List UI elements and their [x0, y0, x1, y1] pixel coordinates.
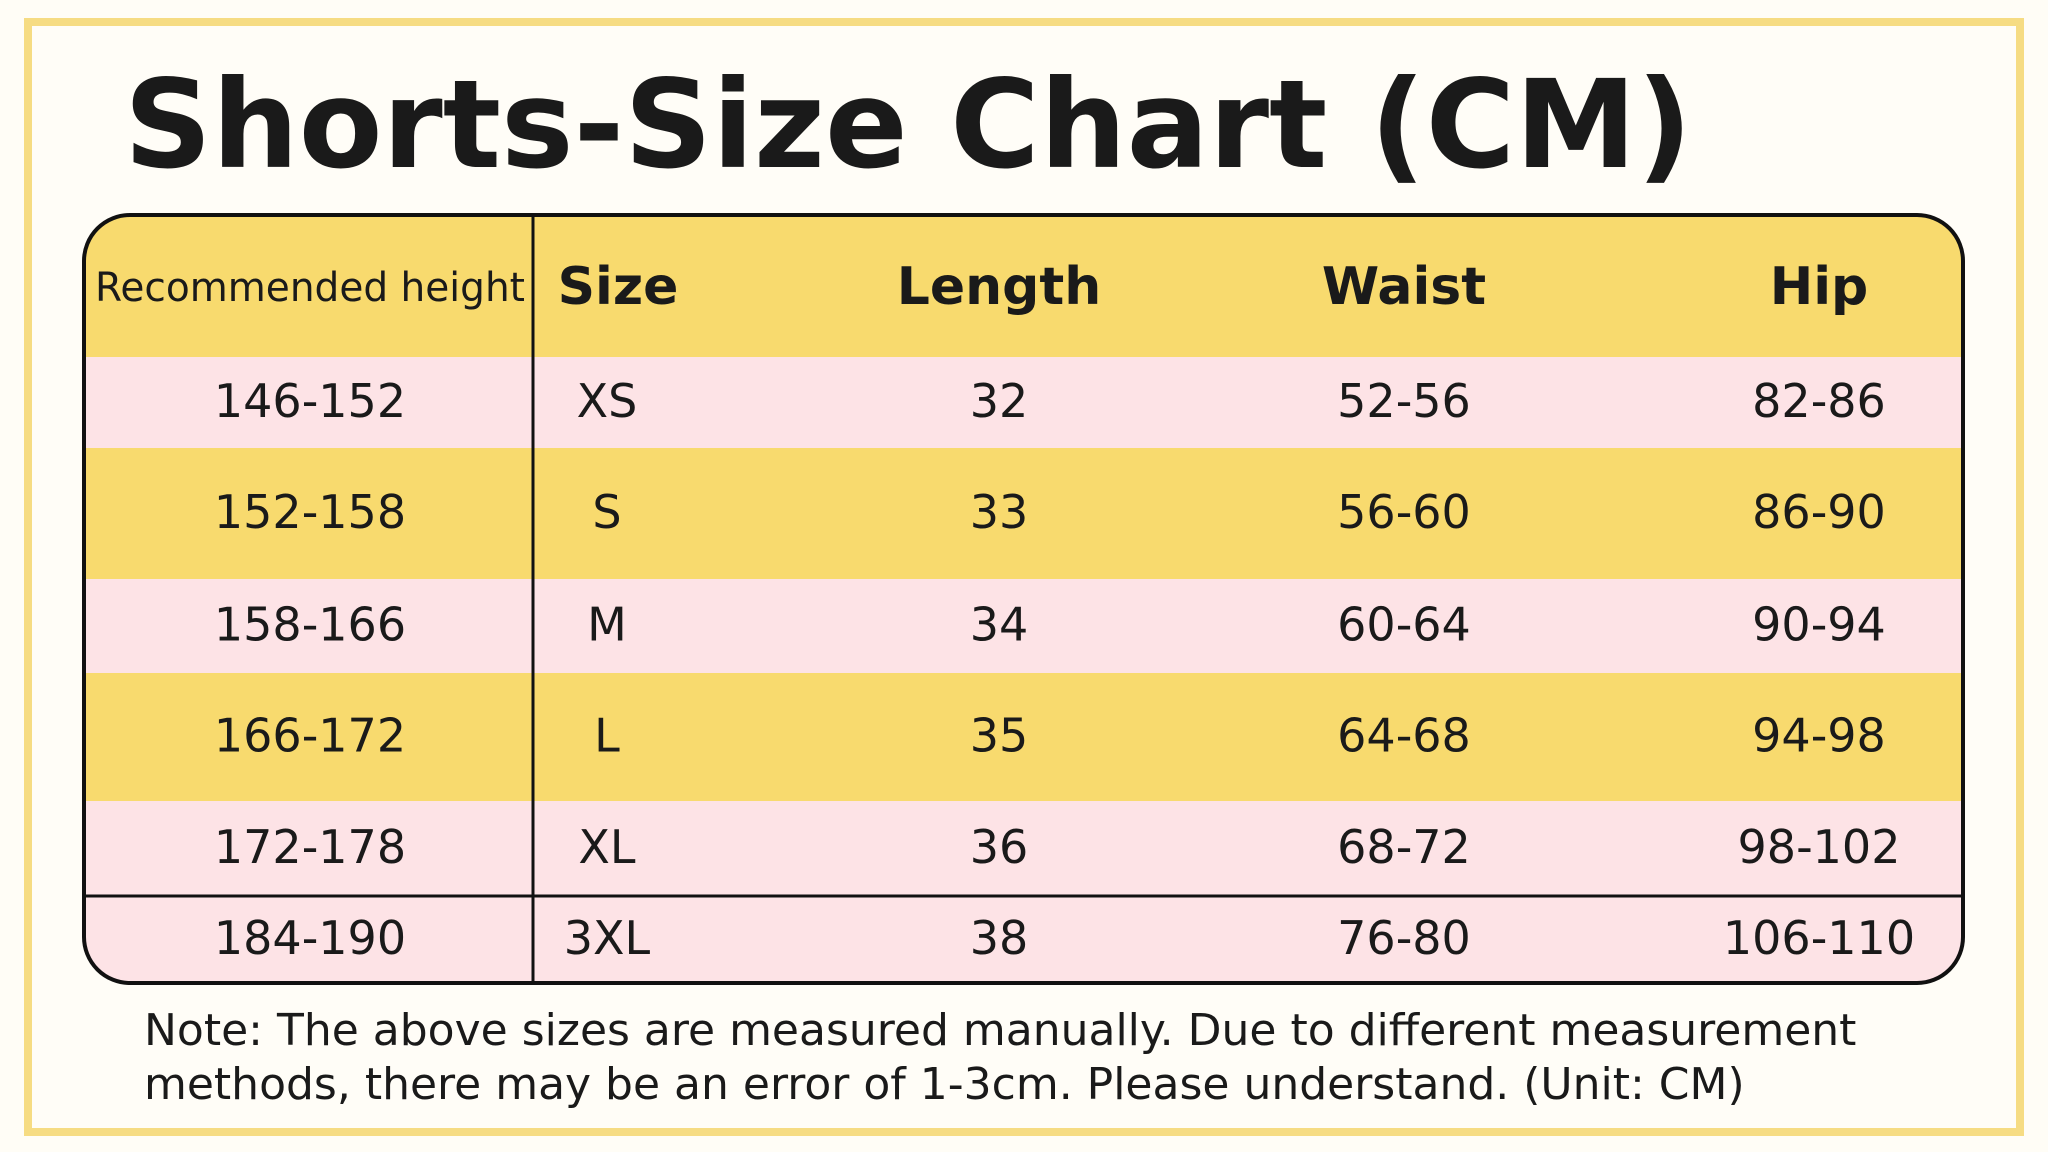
- header-cell: Waist: [1322, 257, 1486, 317]
- table-cell: 76-80: [1337, 911, 1471, 965]
- table-cell: L: [594, 709, 620, 763]
- table-cell: 82-86: [1752, 374, 1886, 428]
- table-cell: 56-60: [1337, 485, 1471, 539]
- table-cell: 86-90: [1752, 485, 1886, 539]
- header-cell: Hip: [1770, 257, 1869, 317]
- table-border: [82, 213, 1965, 985]
- table-cell: 34: [970, 598, 1029, 652]
- table-cell: 36: [970, 820, 1029, 874]
- table-cell: 35: [970, 709, 1029, 763]
- table-cell: 106-110: [1723, 911, 1915, 965]
- row-background: [84, 673, 1963, 801]
- header-cell: Recommended height: [95, 265, 525, 311]
- row-background: [84, 801, 1963, 896]
- table-cell: 90-94: [1752, 598, 1886, 652]
- table-cell: S: [592, 485, 621, 539]
- table-cell: 33: [970, 485, 1029, 539]
- header-cell: Size: [558, 257, 679, 317]
- table-cell: 172-178: [214, 820, 406, 874]
- table-cell: XL: [578, 820, 636, 874]
- row-background: [84, 896, 1963, 983]
- table-cell: 158-166: [214, 598, 406, 652]
- table-cell: 166-172: [214, 709, 406, 763]
- header-background: [84, 215, 1963, 357]
- table-cell: 38: [970, 911, 1029, 965]
- title: Shorts-Size Chart (CM): [124, 54, 1692, 196]
- table-cell: 184-190: [214, 911, 406, 965]
- table-cell: 146-152: [214, 374, 406, 428]
- table-cell: 94-98: [1752, 709, 1886, 763]
- table-cell: 152-158: [214, 485, 406, 539]
- table-cell: 68-72: [1337, 820, 1471, 874]
- table-cell: M: [587, 598, 627, 652]
- row-background: [84, 357, 1963, 448]
- table-cell: 3XL: [564, 911, 651, 965]
- header-cell: Length: [897, 257, 1102, 317]
- row-background: [84, 448, 1963, 579]
- table-cell: XS: [577, 374, 638, 428]
- note: Note: The above sizes are measured manua…: [144, 1005, 1857, 1110]
- table: Recommended height Size Length Waist Hip 146-…: [84, 215, 1963, 983]
- table-cell: 52-56: [1337, 374, 1471, 428]
- table-cell: 60-64: [1337, 598, 1471, 652]
- table-cell: 98-102: [1738, 820, 1901, 874]
- table-cell: 64-68: [1337, 709, 1471, 763]
- table-lines: [82, 213, 1965, 985]
- table-cell: 32: [970, 374, 1029, 428]
- row-background: [84, 579, 1963, 673]
